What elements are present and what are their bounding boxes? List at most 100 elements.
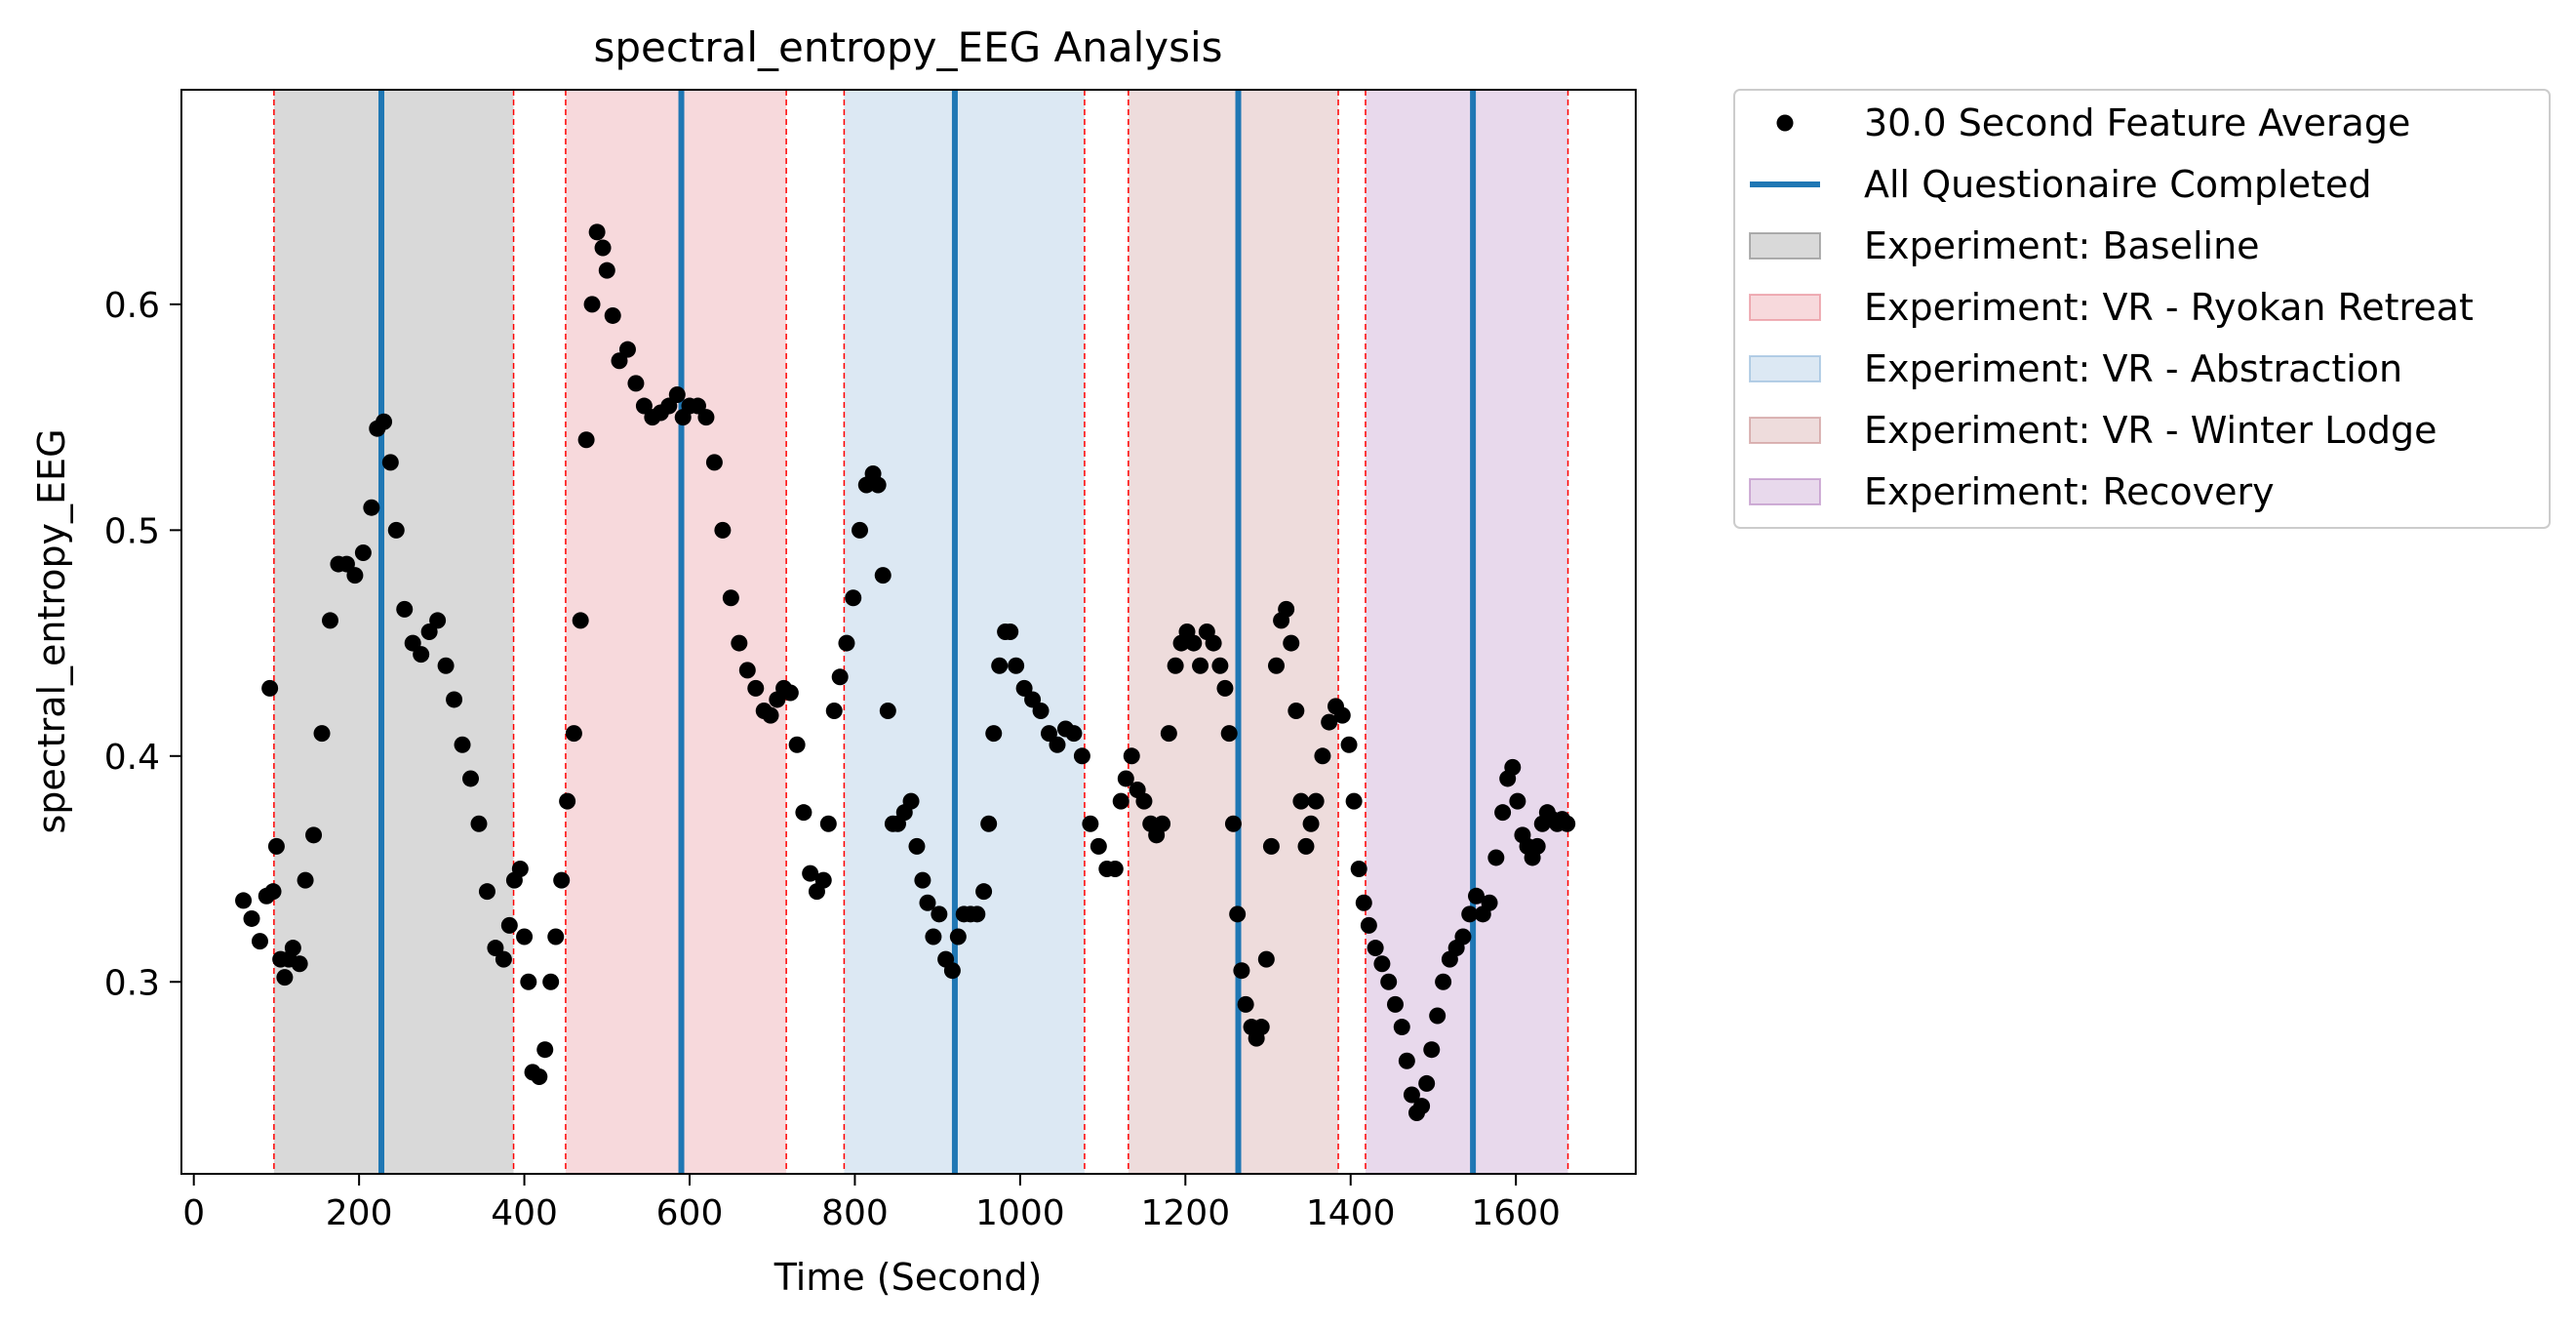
data-point bbox=[1123, 747, 1140, 765]
data-point bbox=[838, 634, 855, 652]
data-point bbox=[429, 612, 447, 629]
data-point bbox=[747, 679, 765, 697]
data-point bbox=[969, 905, 986, 923]
legend-label: 30.0 Second Feature Average bbox=[1864, 101, 2410, 144]
data-point bbox=[1185, 634, 1203, 652]
data-point bbox=[1454, 928, 1472, 946]
legend-patch-icon bbox=[1749, 478, 1821, 505]
data-point bbox=[1307, 792, 1325, 810]
legend-label: Experiment: VR - Winter Lodge bbox=[1864, 409, 2437, 452]
data-point bbox=[276, 969, 294, 986]
data-point bbox=[305, 826, 323, 844]
data-point bbox=[1413, 1098, 1431, 1115]
data-point bbox=[1429, 1007, 1447, 1025]
data-point bbox=[321, 612, 338, 629]
x-axis-label: Time (Second) bbox=[773, 1256, 1043, 1299]
data-point bbox=[943, 962, 961, 980]
data-point bbox=[446, 691, 463, 708]
data-point bbox=[802, 865, 819, 882]
data-point bbox=[1350, 861, 1367, 878]
data-point bbox=[705, 454, 723, 471]
data-point bbox=[1049, 736, 1066, 753]
data-point bbox=[1205, 634, 1222, 652]
legend-patch-icon bbox=[1749, 232, 1821, 260]
data-point bbox=[1297, 837, 1315, 855]
data-point bbox=[297, 871, 314, 889]
data-point bbox=[577, 431, 595, 449]
data-point bbox=[536, 1041, 554, 1059]
data-point bbox=[1398, 1052, 1415, 1069]
data-point bbox=[931, 905, 948, 923]
data-point bbox=[462, 770, 480, 787]
data-point bbox=[1002, 624, 1019, 640]
data-point bbox=[284, 940, 301, 957]
data-point bbox=[762, 706, 779, 724]
data-point bbox=[819, 815, 837, 832]
legend-patch-icon bbox=[1749, 355, 1821, 382]
data-point bbox=[852, 521, 869, 539]
data-point bbox=[470, 815, 488, 832]
data-point bbox=[1167, 657, 1184, 674]
data-point bbox=[874, 567, 892, 584]
data-point bbox=[553, 871, 571, 889]
y-axis-label: spectral_entropy_EEG bbox=[30, 428, 73, 833]
data-point bbox=[1435, 973, 1452, 990]
data-point bbox=[1380, 973, 1398, 990]
chart-title: spectral_entropy_EEG Analysis bbox=[593, 23, 1222, 71]
data-point bbox=[1367, 940, 1384, 957]
data-point bbox=[1233, 962, 1250, 980]
y-tick-label: 0.3 bbox=[104, 963, 160, 1003]
data-point bbox=[583, 296, 601, 313]
x-tick-label: 1400 bbox=[1306, 1193, 1396, 1233]
legend-label: Experiment: Baseline bbox=[1864, 224, 2260, 267]
axes-layer: 0 200 400 600 800 1000 1200 1400 1600 0.3 0.4 0.5 0.… bbox=[104, 286, 1561, 1233]
data-point bbox=[1403, 1086, 1420, 1104]
data-point bbox=[1135, 792, 1153, 810]
x-tick-label: 400 bbox=[491, 1193, 558, 1233]
data-point bbox=[1487, 849, 1505, 866]
data-point bbox=[520, 973, 537, 990]
data-point bbox=[1082, 815, 1099, 832]
legend-patch-icon bbox=[1749, 417, 1821, 444]
data-point bbox=[1257, 950, 1275, 968]
data-point bbox=[1032, 703, 1050, 720]
data-point bbox=[1283, 634, 1300, 652]
data-point bbox=[264, 883, 282, 901]
data-point bbox=[1106, 861, 1124, 878]
data-point bbox=[598, 262, 615, 279]
data-point bbox=[511, 861, 529, 878]
data-point bbox=[991, 657, 1009, 674]
data-point bbox=[975, 883, 993, 901]
data-point bbox=[495, 950, 512, 968]
data-point bbox=[1117, 770, 1134, 787]
data-point bbox=[251, 933, 268, 950]
y-tick-label: 0.5 bbox=[104, 511, 160, 551]
legend-patch-icon bbox=[1749, 294, 1821, 321]
data-point bbox=[1340, 736, 1358, 753]
data-point bbox=[291, 955, 308, 973]
data-point bbox=[1065, 725, 1083, 743]
data-point bbox=[235, 892, 253, 909]
data-point bbox=[919, 894, 936, 911]
data-point bbox=[381, 454, 399, 471]
data-point bbox=[516, 928, 534, 946]
data-point bbox=[722, 589, 739, 607]
data-point bbox=[949, 928, 967, 946]
data-point bbox=[714, 521, 732, 539]
region-band bbox=[844, 90, 1085, 1174]
data-point bbox=[261, 679, 279, 697]
x-tick-label: 1600 bbox=[1471, 1193, 1561, 1233]
data-point bbox=[565, 725, 582, 743]
data-point bbox=[845, 589, 862, 607]
x-tick-label: 1200 bbox=[1140, 1193, 1230, 1233]
data-point bbox=[985, 725, 1003, 743]
data-point bbox=[1345, 792, 1363, 810]
data-point bbox=[267, 837, 285, 855]
data-point bbox=[627, 375, 645, 392]
data-point bbox=[814, 871, 832, 889]
data-point bbox=[376, 413, 393, 430]
data-point bbox=[478, 883, 495, 901]
data-point bbox=[1461, 905, 1479, 923]
data-point bbox=[387, 521, 405, 539]
